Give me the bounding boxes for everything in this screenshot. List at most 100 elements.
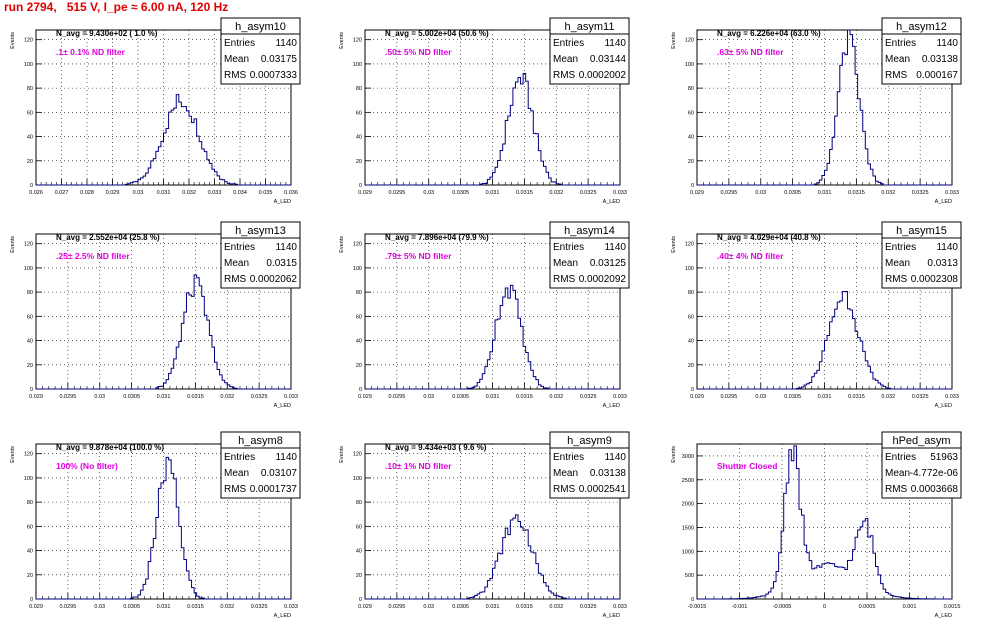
x-tick-label: 0.033 <box>284 394 298 400</box>
x-tick-label: 0.0305 <box>452 190 469 196</box>
y-tick-label: 100 <box>24 62 33 68</box>
filter-annotation: .63± 5% ND filter <box>717 47 784 57</box>
y-tick-label: 100 <box>685 266 694 272</box>
stats-value-mean: 0.03125 <box>590 258 627 269</box>
y-tick-label: 100 <box>24 476 33 482</box>
x-tick-label: 0.0315 <box>187 604 204 610</box>
y-axis-label: Events <box>339 446 345 463</box>
x-tick-label: 0.0315 <box>516 604 533 610</box>
y-tick-label: 120 <box>353 452 362 458</box>
x-axis-label: A_LED <box>274 613 291 619</box>
x-tick-label: 0.03 <box>94 604 105 610</box>
x-tick-label: 0.0315 <box>516 394 533 400</box>
y-axis-label: Events <box>339 32 345 49</box>
stats-box <box>881 237 962 289</box>
y-tick-label: 60 <box>27 524 33 530</box>
x-tick-label: 0.0315 <box>516 190 533 196</box>
y-tick-label: 0 <box>691 183 694 189</box>
stats-label-entries: Entries <box>224 242 255 253</box>
stats-label-rms: RMS <box>885 274 908 285</box>
stats-label-rms: RMS <box>553 274 576 285</box>
y-tick-label: 0 <box>30 387 33 393</box>
filter-annotation: Shutter Closed <box>717 461 777 471</box>
stats-value-entries: 1140 <box>275 38 297 49</box>
stats-title: h_asym13 <box>235 225 286 237</box>
x-tick-label: 0.0325 <box>580 604 597 610</box>
x-tick-label: 0.03 <box>423 394 434 400</box>
x-tick-label: 0.0005 <box>859 604 876 610</box>
x-tick-label: 0.031 <box>818 190 832 196</box>
stats-label-entries: Entries <box>224 452 255 463</box>
stats-title: h_asym8 <box>238 435 283 447</box>
histogram-panel-h_asym10: 0.026 0.027 0.028 0.029 0.03 0.031 0.032 0.033 0… <box>10 17 301 205</box>
y-tick-label: 80 <box>27 86 33 92</box>
y-tick-label: 60 <box>688 110 694 116</box>
histogram-line <box>697 445 952 600</box>
stats-box <box>881 33 962 85</box>
y-axis-label: Events <box>339 236 345 253</box>
x-tick-label: 0.033 <box>613 604 627 610</box>
x-tick-label: -0.0005 <box>773 604 792 610</box>
x-tick-label: 0.0325 <box>580 190 597 196</box>
x-tick-label: 0.033 <box>613 394 627 400</box>
stats-label-entries: Entries <box>885 452 916 463</box>
y-tick-label: 20 <box>688 363 694 369</box>
x-tick-label: 0.0295 <box>59 394 76 400</box>
y-tick-label: 0 <box>359 597 362 603</box>
stats-title: h_asym11 <box>565 21 615 33</box>
y-tick-label: 80 <box>688 290 694 296</box>
x-axis-label: A_LED <box>935 199 952 205</box>
stats-title: h_asym15 <box>896 225 947 237</box>
y-tick-label: 20 <box>688 159 694 165</box>
y-tick-label: 0 <box>30 183 33 189</box>
x-tick-label: 0.0305 <box>123 394 140 400</box>
histogram-panel-h_asym8: 0.029 0.0295 0.03 0.0305 0.031 0.0315 0.032 0.0… <box>10 431 301 619</box>
y-tick-label: 500 <box>685 573 694 579</box>
y-tick-label: 80 <box>356 500 362 506</box>
stats-value-entries: 1140 <box>936 38 958 49</box>
x-tick-label: 0.029 <box>29 604 43 610</box>
stats-label-mean: Mean <box>553 468 578 479</box>
y-tick-label: 100 <box>353 62 362 68</box>
y-tick-label: 120 <box>685 38 694 44</box>
filter-annotation: .79± 5% ND filter <box>385 251 452 261</box>
stats-value-mean: 0.03144 <box>590 54 627 65</box>
histogram-panel-h_asym14: 0.029 0.0295 0.03 0.0305 0.031 0.0315 0.032 0.0… <box>339 221 630 409</box>
stats-value-entries: 1140 <box>604 38 626 49</box>
x-tick-label: 0.029 <box>690 394 704 400</box>
y-tick-label: 120 <box>24 242 33 248</box>
x-tick-label: 0.027 <box>55 190 69 196</box>
y-tick-label: 40 <box>356 135 362 141</box>
filter-annotation: .25± 2.5% ND filter <box>56 251 130 261</box>
y-tick-label: 20 <box>356 573 362 579</box>
x-tick-label: 0.03 <box>755 394 766 400</box>
stats-label-entries: Entries <box>224 38 255 49</box>
stats-value-mean: 0.0315 <box>266 258 297 269</box>
histogram-line <box>365 514 620 600</box>
x-tick-label: 0.0325 <box>912 190 929 196</box>
stats-label-mean: Mean <box>885 54 910 65</box>
filter-annotation: .50± 5% ND filter <box>385 47 452 57</box>
stats-value-mean: 0.0313 <box>927 258 958 269</box>
y-tick-label: 60 <box>356 524 362 530</box>
y-axis-label: Events <box>10 446 16 463</box>
y-tick-label: 20 <box>356 363 362 369</box>
stats-label-entries: Entries <box>553 242 584 253</box>
x-axis-label: A_LED <box>935 403 952 409</box>
y-tick-label: 20 <box>356 159 362 165</box>
x-tick-label: 0.029 <box>106 190 120 196</box>
x-tick-label: 0.0295 <box>388 394 405 400</box>
x-tick-label: -0.0015 <box>688 604 707 610</box>
y-tick-label: 2000 <box>682 502 694 508</box>
histogram-panel-h_asym9: 0.029 0.0295 0.03 0.0305 0.031 0.0315 0.032 0.0… <box>339 431 630 619</box>
stats-value-rms: 0.0002002 <box>579 70 627 81</box>
stats-label-entries: Entries <box>885 242 916 253</box>
x-tick-label: 0.0315 <box>187 394 204 400</box>
x-tick-label: -0.001 <box>732 604 748 610</box>
stats-label-rms: RMS <box>885 70 908 81</box>
stats-value-mean: 0.03138 <box>922 54 959 65</box>
x-tick-label: 0.0015 <box>944 604 961 610</box>
x-tick-label: 0.032 <box>881 394 895 400</box>
y-tick-label: 1500 <box>682 525 694 531</box>
